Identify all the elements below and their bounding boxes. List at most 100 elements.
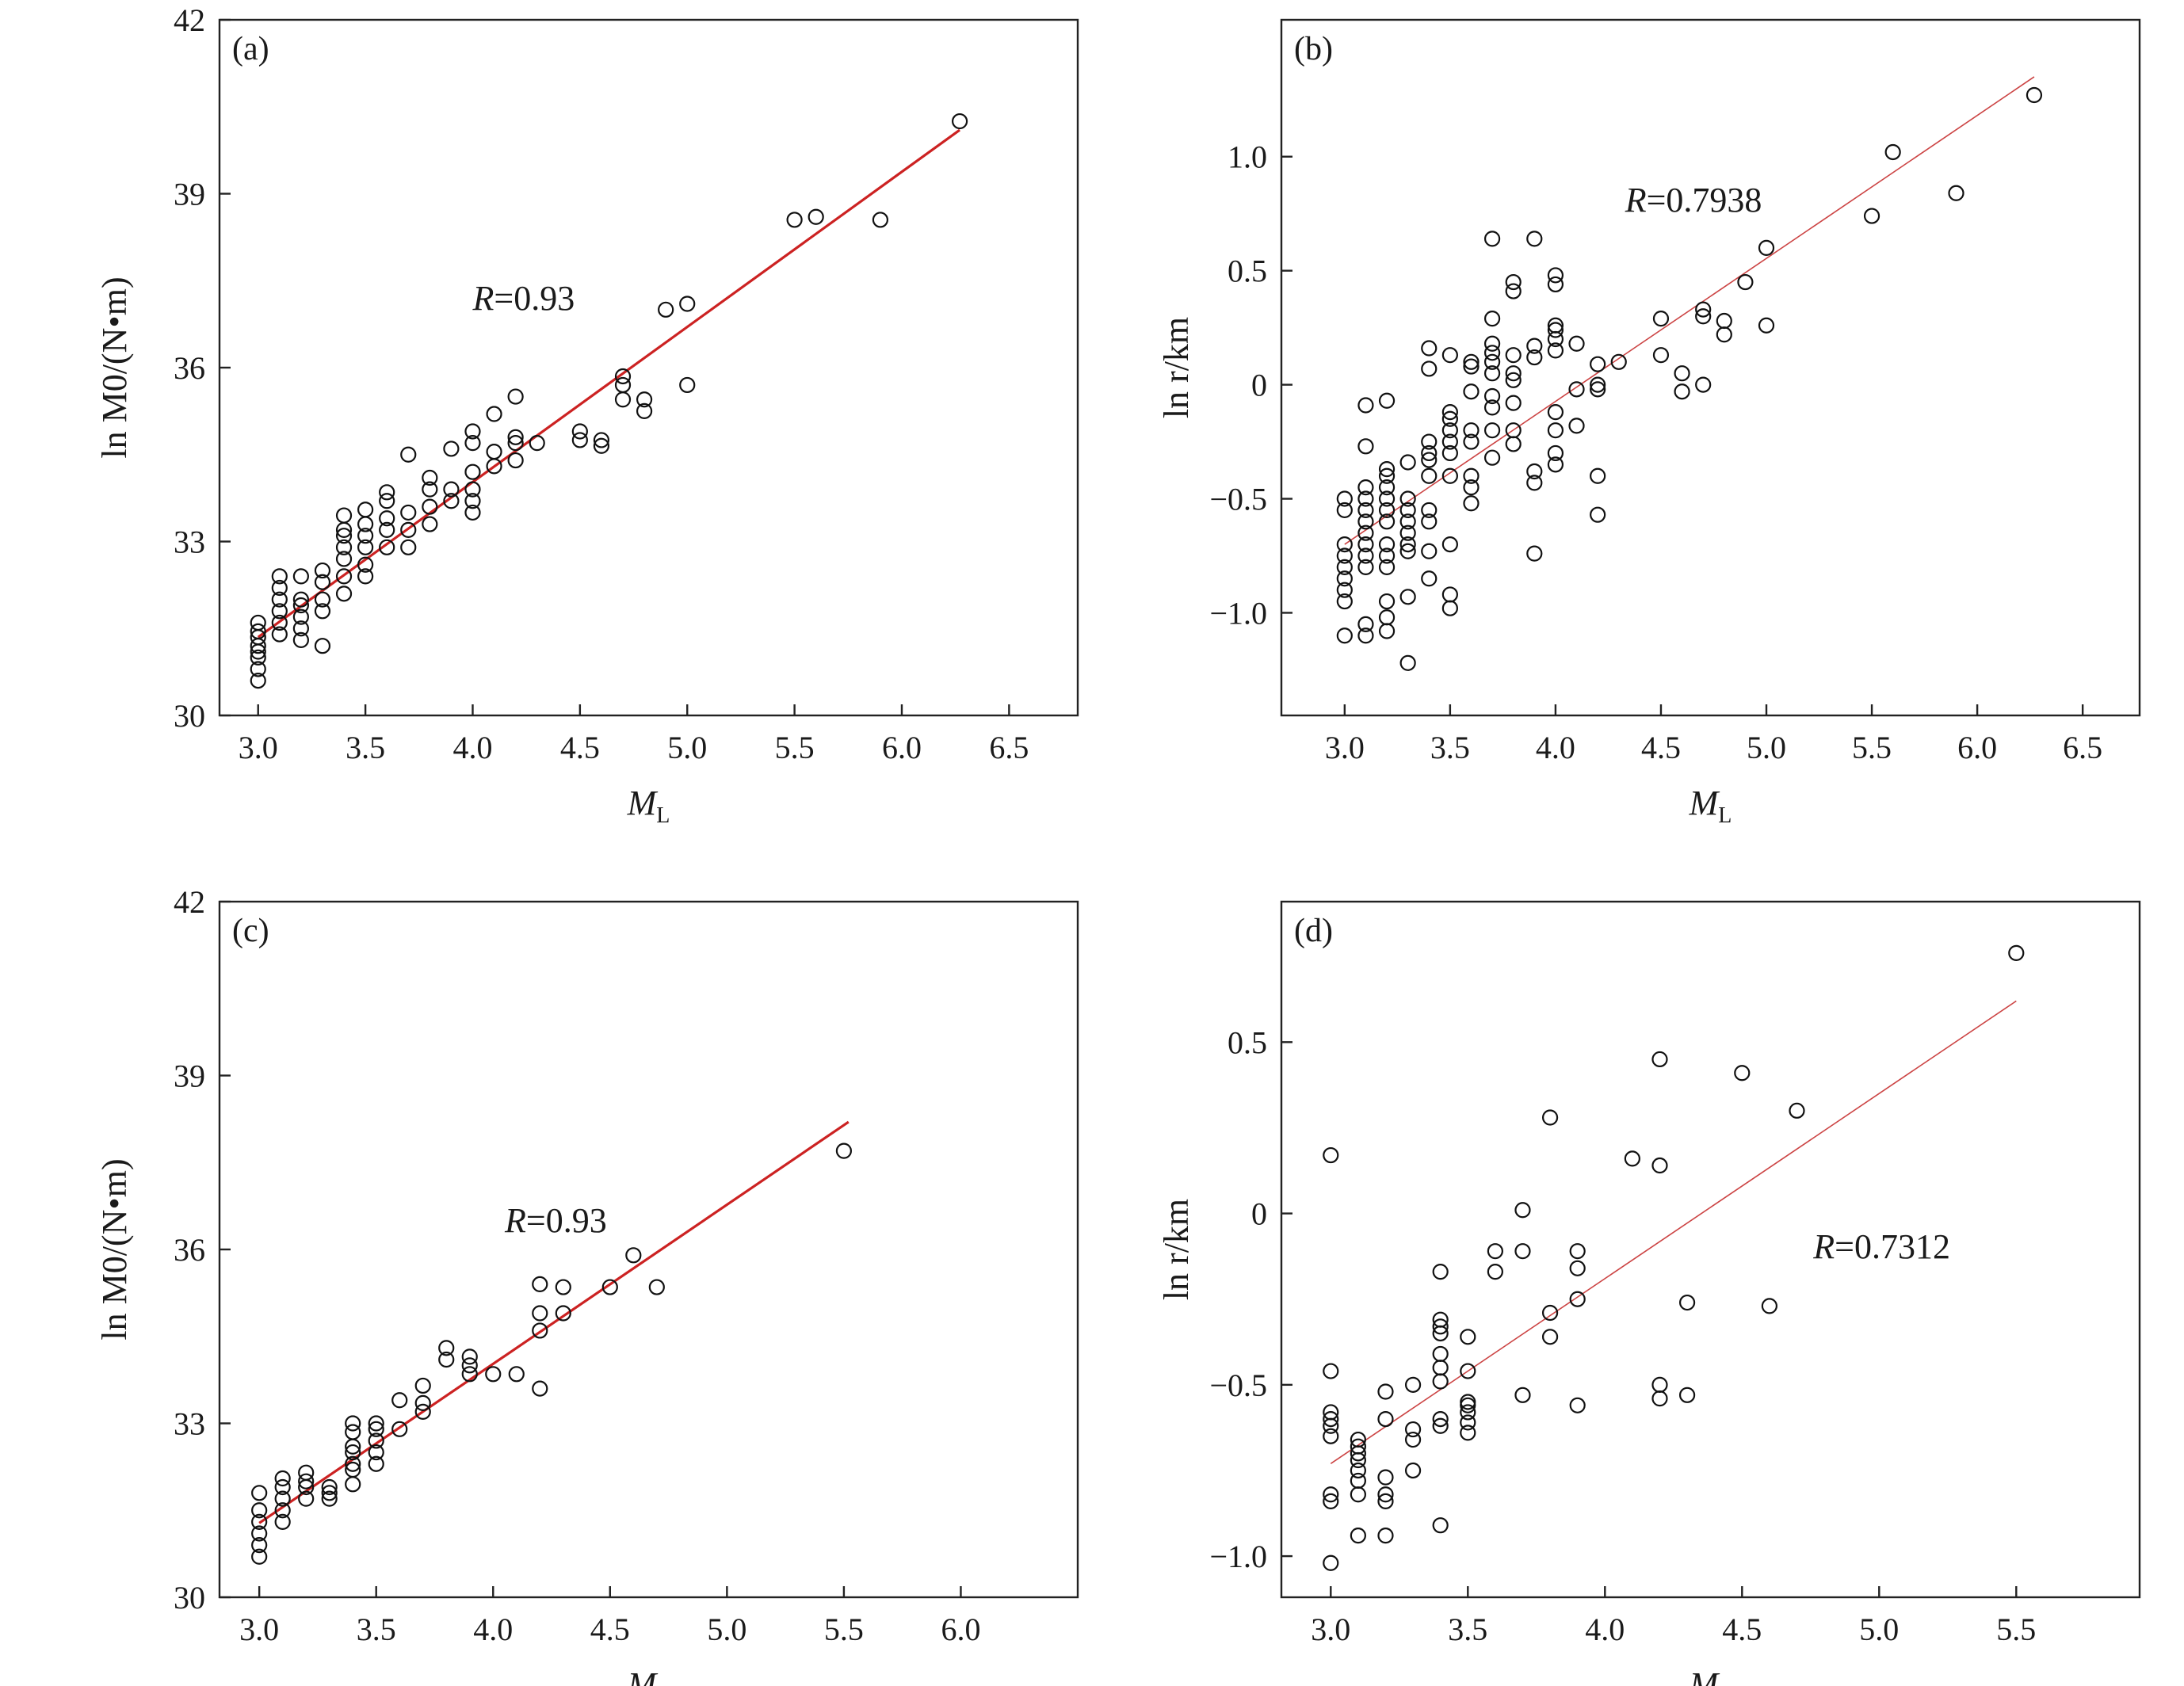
data-point xyxy=(345,1476,361,1493)
data-point xyxy=(298,1490,315,1507)
data-point xyxy=(345,1444,361,1461)
y-axis-title: ln M0/(N•m) xyxy=(95,1158,134,1340)
data-point xyxy=(1378,547,1396,564)
data-point xyxy=(1758,239,1775,256)
data-point xyxy=(357,502,374,518)
r-annotation-value: =0.7312 xyxy=(1835,1227,1950,1266)
x-tick-label: 4.5 xyxy=(590,1612,630,1647)
x-tick-label: 3.0 xyxy=(1325,730,1365,765)
data-point xyxy=(1336,547,1353,564)
data-point xyxy=(1357,547,1374,564)
fit-line xyxy=(257,128,961,639)
data-point xyxy=(292,568,309,585)
data-point xyxy=(1378,609,1396,626)
data-point xyxy=(314,603,331,620)
data-point xyxy=(1651,1051,1668,1068)
data-point xyxy=(1421,502,1438,519)
data-point xyxy=(292,631,309,648)
data-point xyxy=(614,368,632,385)
data-point xyxy=(1483,422,1501,439)
data-point xyxy=(614,391,632,408)
x-tick-label: 3.5 xyxy=(346,730,385,765)
data-point xyxy=(1432,1318,1449,1335)
data-point xyxy=(335,528,353,544)
data-point xyxy=(1399,543,1416,559)
data-point xyxy=(345,1455,361,1472)
data-point xyxy=(1441,467,1458,484)
data-point xyxy=(379,484,395,501)
data-point xyxy=(250,661,266,677)
r-annotation-value: =0.93 xyxy=(494,279,575,318)
data-point xyxy=(1357,616,1374,632)
data-point xyxy=(1761,1298,1777,1314)
data-point xyxy=(1863,208,1880,224)
data-point xyxy=(314,638,331,654)
data-point xyxy=(250,623,266,640)
data-point xyxy=(443,493,460,509)
data-point xyxy=(1323,1493,1339,1509)
data-point xyxy=(1336,502,1353,519)
y-tick-label: 33 xyxy=(174,524,205,560)
fit-line xyxy=(258,1120,850,1524)
y-tick-label: −1.0 xyxy=(1209,595,1267,631)
data-point xyxy=(1569,1397,1586,1413)
data-point xyxy=(1734,1065,1751,1081)
data-point xyxy=(1336,559,1353,575)
data-point xyxy=(1378,502,1396,519)
data-point xyxy=(391,1421,408,1437)
data-point xyxy=(1441,347,1458,364)
data-point xyxy=(422,469,438,486)
data-point xyxy=(1350,1438,1366,1455)
y-tick-label: 1.0 xyxy=(1228,139,1267,175)
data-point xyxy=(464,463,481,480)
data-point xyxy=(1569,1243,1586,1260)
y-axis-title: ln r/km xyxy=(1157,317,1196,418)
data-point xyxy=(251,1537,268,1554)
data-point xyxy=(1541,1109,1559,1126)
r-annotation: R=0.93 xyxy=(472,279,575,318)
data-point xyxy=(1421,570,1438,587)
data-point xyxy=(335,568,353,585)
data-point xyxy=(357,539,374,555)
x-tick-label: 5.5 xyxy=(824,1612,864,1647)
data-point xyxy=(1421,433,1438,450)
data-point xyxy=(2008,944,2025,961)
data-point xyxy=(461,1348,478,1365)
data-point xyxy=(1547,267,1564,284)
data-point xyxy=(1377,1486,1394,1503)
data-point xyxy=(1463,353,1480,370)
data-point xyxy=(1487,1264,1503,1280)
x-tick-label: 3.0 xyxy=(239,1612,279,1647)
data-point xyxy=(250,672,266,689)
data-point xyxy=(357,568,374,585)
x-tick-label: 6.0 xyxy=(1957,730,1997,765)
data-point xyxy=(1505,365,1522,382)
x-tick-label: 4.0 xyxy=(1536,730,1575,765)
data-point xyxy=(422,481,438,498)
data-point xyxy=(1590,506,1606,523)
data-point xyxy=(1350,1528,1366,1544)
data-point xyxy=(1432,1373,1449,1390)
data-point xyxy=(1568,335,1585,352)
data-point xyxy=(274,1502,291,1519)
x-tick-label: 5.5 xyxy=(1852,730,1892,765)
x-tick-label: 3.0 xyxy=(239,730,278,765)
data-point xyxy=(1483,387,1501,405)
r-annotation-value: =0.93 xyxy=(526,1201,607,1240)
data-point xyxy=(1541,1304,1559,1322)
data-point xyxy=(1463,433,1480,450)
data-point xyxy=(507,388,524,405)
data-point xyxy=(1547,276,1564,293)
data-point xyxy=(1357,536,1374,553)
x-tick-label: 5.0 xyxy=(1747,730,1786,765)
data-point xyxy=(1505,395,1522,411)
data-point xyxy=(1404,1431,1422,1448)
data-point xyxy=(1789,1102,1805,1119)
data-point xyxy=(1378,490,1396,507)
data-point xyxy=(1463,358,1480,375)
data-point xyxy=(1483,311,1501,327)
data-point xyxy=(1505,283,1522,299)
data-point xyxy=(532,1380,548,1397)
y-tick-label: 0 xyxy=(1251,1196,1267,1232)
r-annotation: R=0.7312 xyxy=(1812,1227,1950,1266)
